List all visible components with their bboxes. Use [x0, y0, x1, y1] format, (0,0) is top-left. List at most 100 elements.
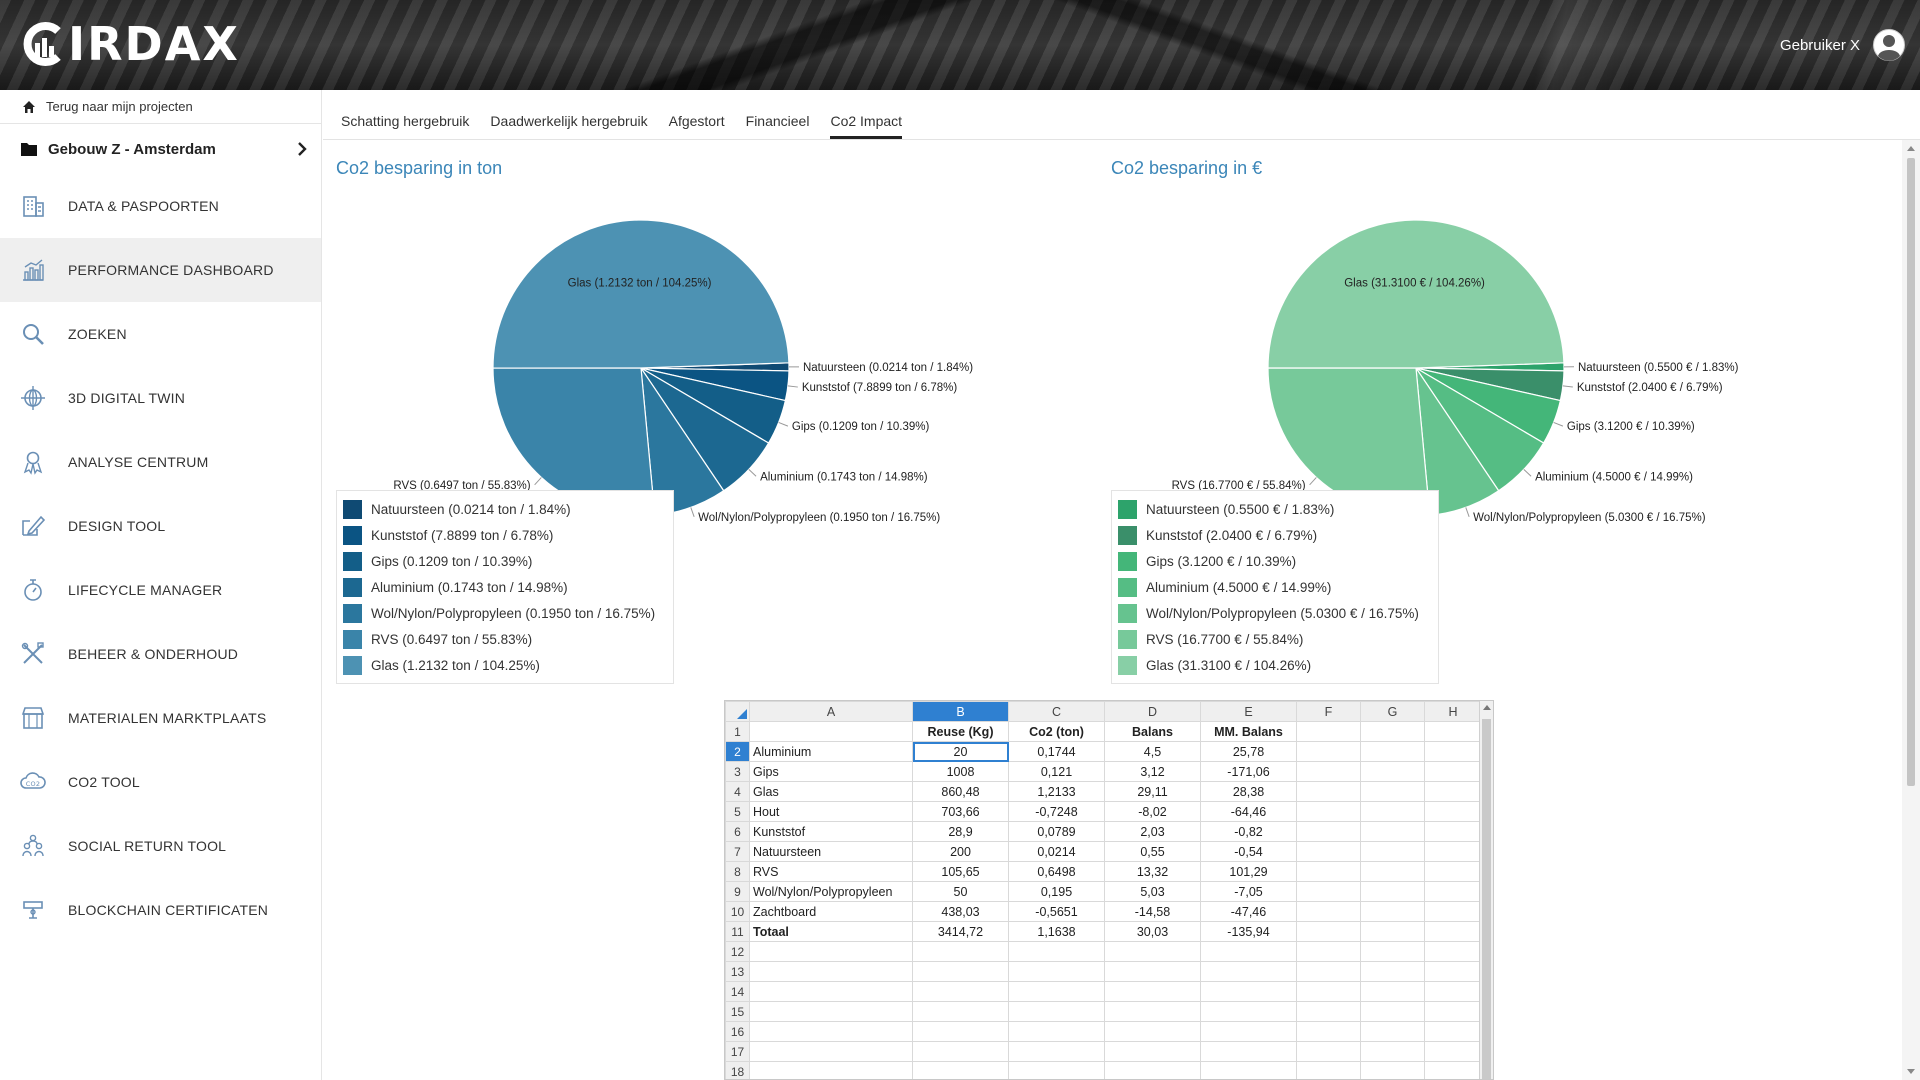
sidebar-item-blockchain-certificaten[interactable]: BLOCKCHAIN CERTIFICATEN: [0, 878, 321, 942]
spreadsheet-scrollbar[interactable]: [1479, 701, 1493, 1079]
tab-daadwerkelijk-hergebruik[interactable]: Daadwerkelijk hergebruik: [490, 113, 648, 129]
column-header-g[interactable]: G: [1360, 701, 1425, 722]
sheet-cell[interactable]: 0,1744: [1008, 741, 1105, 762]
legend-item[interactable]: Wol/Nylon/Polypropyleen (5.0300 € / 16.7…: [1118, 600, 1432, 626]
sheet-cell[interactable]: [1360, 841, 1425, 862]
row-header[interactable]: 1: [725, 721, 750, 742]
sheet-cell[interactable]: 25,78: [1200, 741, 1297, 762]
sheet-cell[interactable]: Glas: [749, 781, 913, 802]
sheet-cell[interactable]: [1296, 981, 1361, 1002]
sidebar-item-beheer-onderhoud[interactable]: BEHEER & ONDERHOUD: [0, 622, 321, 686]
sheet-cell[interactable]: [1296, 821, 1361, 842]
sheet-cell[interactable]: [1104, 941, 1201, 962]
sheet-cell[interactable]: [1360, 741, 1425, 762]
legend-item[interactable]: Glas (31.3100 € / 104.26%): [1118, 652, 1432, 678]
sheet-corner[interactable]: [725, 701, 750, 722]
sheet-cell[interactable]: [1424, 841, 1482, 862]
sheet-cell[interactable]: [1296, 941, 1361, 962]
sheet-cell[interactable]: [1360, 821, 1425, 842]
row-header[interactable]: 10: [725, 901, 750, 922]
sheet-cell[interactable]: Reuse (Kg): [912, 721, 1009, 742]
sheet-cell[interactable]: [1360, 1001, 1425, 1022]
row-header[interactable]: 18: [725, 1061, 750, 1079]
column-header-d[interactable]: D: [1104, 701, 1201, 722]
legend-item[interactable]: Wol/Nylon/Polypropyleen (0.1950 ton / 16…: [343, 600, 667, 626]
sheet-cell[interactable]: 0,0214: [1008, 841, 1105, 862]
pie-slice[interactable]: [492, 219, 790, 369]
sheet-cell[interactable]: Natuursteen: [749, 841, 913, 862]
sheet-cell[interactable]: -0,82: [1200, 821, 1297, 842]
sheet-cell[interactable]: [1360, 801, 1425, 822]
column-header-e[interactable]: E: [1200, 701, 1297, 722]
tab-afgestort[interactable]: Afgestort: [668, 113, 725, 129]
sheet-cell[interactable]: [1296, 881, 1361, 902]
sheet-cell[interactable]: [1008, 1021, 1105, 1042]
sheet-cell[interactable]: [1360, 901, 1425, 922]
sheet-cell[interactable]: 438,03: [912, 901, 1009, 922]
sheet-cell[interactable]: [912, 1001, 1009, 1022]
sheet-cell[interactable]: [1360, 921, 1425, 942]
sheet-cell[interactable]: -0,7248: [1008, 801, 1105, 822]
sheet-cell[interactable]: [749, 1061, 913, 1079]
legend-item[interactable]: RVS (16.7700 € / 55.84%): [1118, 626, 1432, 652]
sheet-cell[interactable]: [1296, 841, 1361, 862]
row-header[interactable]: 4: [725, 781, 750, 802]
sheet-cell[interactable]: [912, 961, 1009, 982]
legend-item[interactable]: Gips (3.1200 € / 10.39%): [1118, 548, 1432, 574]
sheet-cell[interactable]: [1424, 941, 1482, 962]
sheet-cell[interactable]: [1360, 881, 1425, 902]
user-menu[interactable]: Gebruiker X: [1780, 28, 1906, 62]
sheet-cell[interactable]: [912, 1061, 1009, 1079]
sheet-cell[interactable]: [1424, 801, 1482, 822]
sheet-cell[interactable]: 105,65: [912, 861, 1009, 882]
sidebar-item-data-paspoorten[interactable]: DATA & PASPOORTEN: [0, 174, 321, 238]
sheet-cell[interactable]: [749, 941, 913, 962]
sheet-cell[interactable]: [1008, 981, 1105, 1002]
sheet-cell[interactable]: [749, 981, 913, 1002]
sheet-cell[interactable]: Aluminium: [749, 741, 913, 762]
sidebar-item-social-return-tool[interactable]: SOCIAL RETURN TOOL: [0, 814, 321, 878]
sheet-cell[interactable]: 101,29: [1200, 861, 1297, 882]
sheet-cell[interactable]: 13,32: [1104, 861, 1201, 882]
sheet-cell[interactable]: [1104, 961, 1201, 982]
sheet-cell[interactable]: Kunststof: [749, 821, 913, 842]
sheet-cell[interactable]: Balans: [1104, 721, 1201, 742]
sheet-cell[interactable]: Wol/Nylon/Polypropyleen: [749, 881, 913, 902]
sheet-cell[interactable]: [912, 1041, 1009, 1062]
scroll-up-arrow-icon[interactable]: [1907, 146, 1915, 151]
sheet-cell[interactable]: [749, 1041, 913, 1062]
sheet-cell[interactable]: [1424, 981, 1482, 1002]
sheet-cell[interactable]: [1360, 721, 1425, 742]
sheet-cell[interactable]: -8,02: [1104, 801, 1201, 822]
page-scroll-thumb[interactable]: [1907, 158, 1915, 786]
sheet-cell[interactable]: [1296, 781, 1361, 802]
tab-schatting-hergebruik[interactable]: Schatting hergebruik: [341, 113, 470, 129]
sheet-cell[interactable]: [1424, 1021, 1482, 1042]
legend-item[interactable]: Gips (0.1209 ton / 10.39%): [343, 548, 667, 574]
sheet-cell[interactable]: 28,38: [1200, 781, 1297, 802]
sheet-cell[interactable]: 3,12: [1104, 761, 1201, 782]
sheet-cell[interactable]: Totaal: [749, 921, 913, 942]
sheet-cell[interactable]: [1424, 881, 1482, 902]
sidebar-item-performance-dashboard[interactable]: PERFORMANCE DASHBOARD: [0, 238, 321, 302]
sheet-cell[interactable]: [749, 721, 913, 742]
sidebar-item-design-tool[interactable]: DESIGN TOOL: [0, 494, 321, 558]
sheet-cell[interactable]: 0,121: [1008, 761, 1105, 782]
sheet-cell[interactable]: [1296, 1041, 1361, 1062]
row-header[interactable]: 9: [725, 881, 750, 902]
sheet-cell[interactable]: [1424, 861, 1482, 882]
sheet-cell[interactable]: -0,5651: [1008, 901, 1105, 922]
sheet-cell[interactable]: [1360, 861, 1425, 882]
row-header[interactable]: 14: [725, 981, 750, 1002]
sheet-cell[interactable]: [1360, 941, 1425, 962]
sheet-cell[interactable]: [1296, 1021, 1361, 1042]
sheet-cell[interactable]: [1200, 1001, 1297, 1022]
sheet-cell[interactable]: [912, 981, 1009, 1002]
sheet-cell[interactable]: 5,03: [1104, 881, 1201, 902]
sheet-cell[interactable]: [912, 941, 1009, 962]
row-header[interactable]: 16: [725, 1021, 750, 1042]
sheet-cell[interactable]: [1360, 961, 1425, 982]
sheet-cell[interactable]: 29,11: [1104, 781, 1201, 802]
sheet-cell[interactable]: [1296, 801, 1361, 822]
